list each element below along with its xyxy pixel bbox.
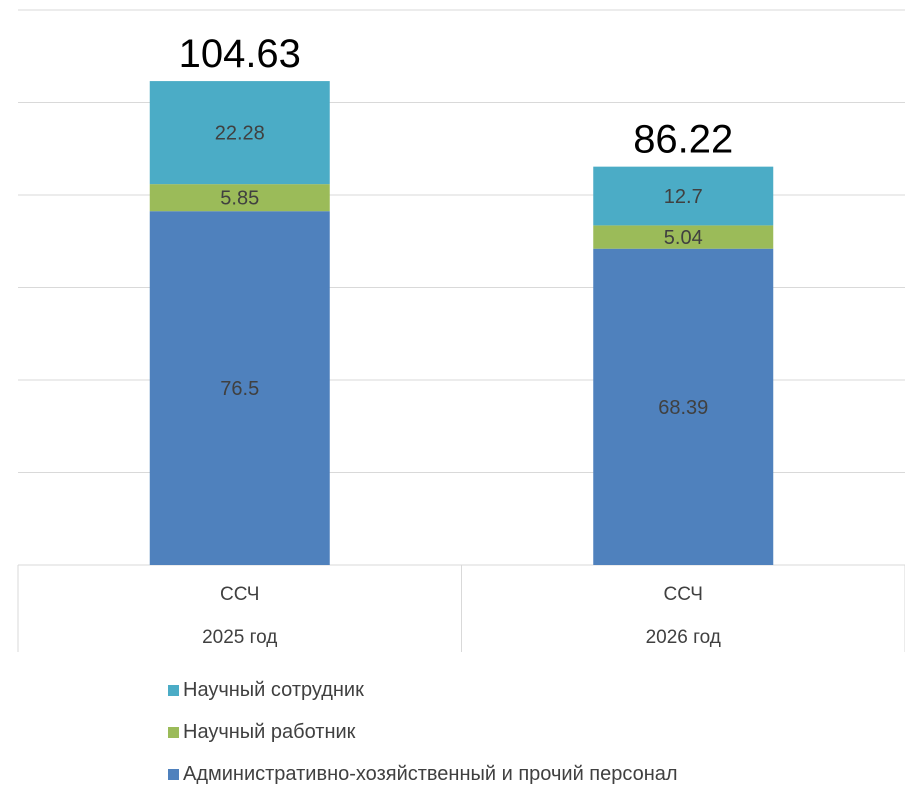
data-label: 68.39 [658,397,708,419]
total-label: 104.63 [179,32,301,76]
legend-swatch [168,726,179,738]
x-group-label: 2025 год [202,627,277,648]
x-tick-label: ССЧ [220,584,259,605]
data-label: 5.04 [664,227,703,249]
legend-item: Административно-хозяйственный и прочий п… [168,756,678,792]
legend-item: Научный работник [168,714,678,750]
legend-swatch [168,768,179,780]
legend-label: Научный сотрудник [183,678,364,701]
legend-swatch [168,684,179,696]
legend-label: Административно-хозяйственный и прочий п… [183,762,678,785]
bar-segment [593,166,774,226]
data-label: 22.28 [215,123,265,145]
bar-segment [149,81,330,185]
total-label: 86.22 [633,118,733,162]
data-label: 12.7 [664,186,703,208]
legend-label: Научный работник [183,720,356,743]
legend: Научный сотрудник Научный работник Админис… [168,672,678,798]
bar-segment [593,248,774,566]
x-tick-label: ССЧ [664,584,703,605]
bar-segment [149,184,330,212]
x-group-label: 2026 год [646,627,721,648]
legend-item: Научный сотрудник [168,672,678,708]
data-label: 76.5 [220,378,259,400]
bar-segment [593,225,774,249]
bar-segment [149,211,330,565]
data-label: 5.85 [220,188,259,210]
